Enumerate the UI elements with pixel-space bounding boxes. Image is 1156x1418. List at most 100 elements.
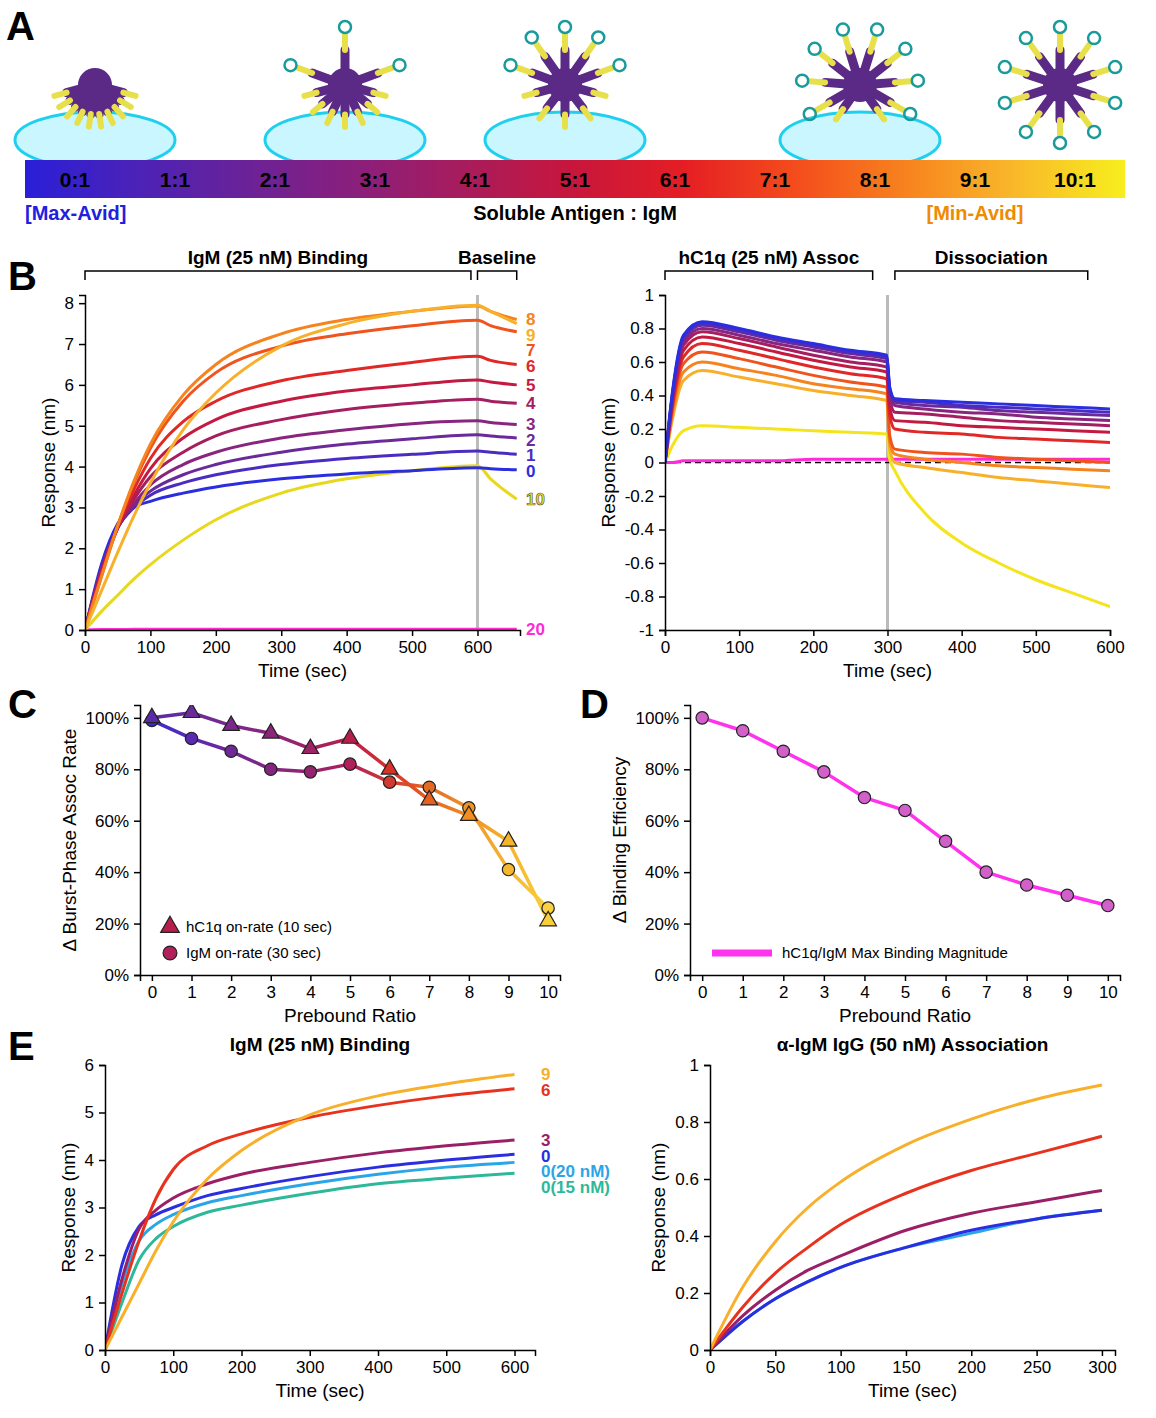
- igm-arm-tip: [107, 112, 112, 123]
- tick-label: 50: [766, 1358, 785, 1377]
- tick-label: 6: [941, 983, 950, 1002]
- tick-mark: [389, 975, 391, 981]
- tick: 9: [1063, 975, 1072, 1002]
- ratio-label: 10:1: [1054, 168, 1096, 191]
- tick-mark: [99, 1112, 105, 1114]
- igm-arm-tip: [342, 35, 348, 50]
- igm-arm-tip: [304, 93, 316, 96]
- tick: 100: [160, 1350, 188, 1377]
- tick-mark: [99, 1065, 105, 1067]
- tick: 0.4: [630, 386, 665, 405]
- tick-mark: [173, 1350, 175, 1356]
- tick: 6: [65, 376, 85, 395]
- tick-label: 300: [1088, 1358, 1116, 1377]
- igm-arm: [1039, 57, 1051, 74]
- marker: [1021, 879, 1033, 891]
- tick-label: 0.6: [675, 1170, 699, 1189]
- soluble-antigen: [592, 31, 604, 43]
- tick-mark: [310, 975, 312, 981]
- chart-title: IgM (25 nM) Binding: [230, 1034, 410, 1055]
- tick-mark: [813, 630, 815, 636]
- tick-mark: [134, 923, 140, 925]
- soluble-antigen: [871, 24, 883, 36]
- tick-mark: [281, 630, 283, 636]
- tick-label: 0: [661, 638, 670, 657]
- tick: 3: [85, 1198, 105, 1217]
- tick-label: 500: [398, 638, 426, 657]
- series-line: [85, 306, 517, 630]
- tick-label: 0.6: [630, 353, 654, 372]
- tick: 5: [346, 975, 355, 1002]
- tick-mark: [346, 630, 348, 636]
- tick: 600: [1096, 630, 1124, 657]
- tick-label: 100: [160, 1358, 188, 1377]
- series-line: [85, 356, 517, 630]
- tick-label: 20%: [95, 915, 129, 934]
- ratio-label: 9:1: [960, 168, 991, 191]
- annotation: [Min-Avid]: [926, 202, 1023, 224]
- tick: 3: [267, 975, 276, 1002]
- tick: 100: [137, 630, 165, 657]
- igm-arm-tip: [54, 93, 66, 96]
- tick-label: 500: [433, 1358, 461, 1377]
- tick-mark: [241, 1350, 243, 1356]
- chart-title: α-IgM IgG (50 nM) Association: [777, 1034, 1049, 1055]
- series-line: [665, 426, 1110, 607]
- soluble-antigen: [394, 59, 406, 71]
- igm-arm-tip: [99, 114, 101, 126]
- bracket: [895, 271, 1088, 280]
- tick-mark: [945, 975, 947, 981]
- igm-arm-tip: [89, 114, 91, 126]
- panel-letter: E: [8, 1024, 35, 1068]
- tick-mark: [659, 529, 665, 531]
- plot-area: [665, 295, 1110, 630]
- series-line: [665, 322, 1110, 463]
- tick: 0: [661, 630, 670, 657]
- tick: 7: [425, 975, 434, 1002]
- tick-mark: [231, 975, 233, 981]
- tick-label: 2: [65, 539, 74, 558]
- tick-label: 20%: [645, 915, 679, 934]
- legend-label: hC1q on-rate (10 sec): [186, 918, 332, 935]
- tick: 200: [228, 1350, 256, 1377]
- tick-label: 250: [1023, 1358, 1051, 1377]
- marker: [225, 745, 237, 757]
- tick-mark: [704, 1179, 710, 1181]
- tick: -0.4: [625, 520, 665, 539]
- tick-label: -0.4: [625, 520, 654, 539]
- tick-mark: [378, 1350, 380, 1356]
- tick-mark: [1108, 975, 1110, 981]
- tick-mark: [659, 295, 665, 297]
- tick-mark: [775, 1350, 777, 1356]
- igm-arm: [1039, 96, 1051, 113]
- antigen-surface: [265, 112, 425, 168]
- tick-mark: [704, 1293, 710, 1295]
- tick: 600: [501, 1350, 529, 1377]
- tick-mark: [310, 1350, 312, 1356]
- line-label: 10: [526, 490, 545, 509]
- tick-label: 5: [346, 983, 355, 1002]
- igm-arm: [545, 56, 557, 73]
- x-axis: 0100200300400500600: [101, 1350, 536, 1377]
- tick-label: 0: [85, 1341, 94, 1360]
- axis-line: [141, 976, 561, 982]
- igm-arm-tip: [887, 54, 899, 63]
- tick-label: 80%: [95, 760, 129, 779]
- y-axis-title: Response (nm): [38, 398, 59, 528]
- igm-arm-tip: [1057, 35, 1063, 50]
- tick: 600: [464, 630, 492, 657]
- igm-arm: [573, 56, 585, 73]
- annotation: Soluble Antigen : IgM: [473, 202, 677, 224]
- tick-mark: [514, 1350, 516, 1356]
- ratio-label: 5:1: [560, 168, 591, 191]
- color-bar: [25, 160, 1125, 198]
- tick-label: 0.4: [675, 1227, 699, 1246]
- tick-mark: [704, 1122, 710, 1124]
- tick: 0.4: [675, 1227, 710, 1246]
- y-axis: 012345678: [65, 294, 86, 640]
- tick: -0.8: [625, 587, 665, 606]
- tick-mark: [134, 820, 140, 822]
- plot-area: [696, 712, 1114, 912]
- marker: [939, 835, 951, 847]
- tick-label: 300: [296, 1358, 324, 1377]
